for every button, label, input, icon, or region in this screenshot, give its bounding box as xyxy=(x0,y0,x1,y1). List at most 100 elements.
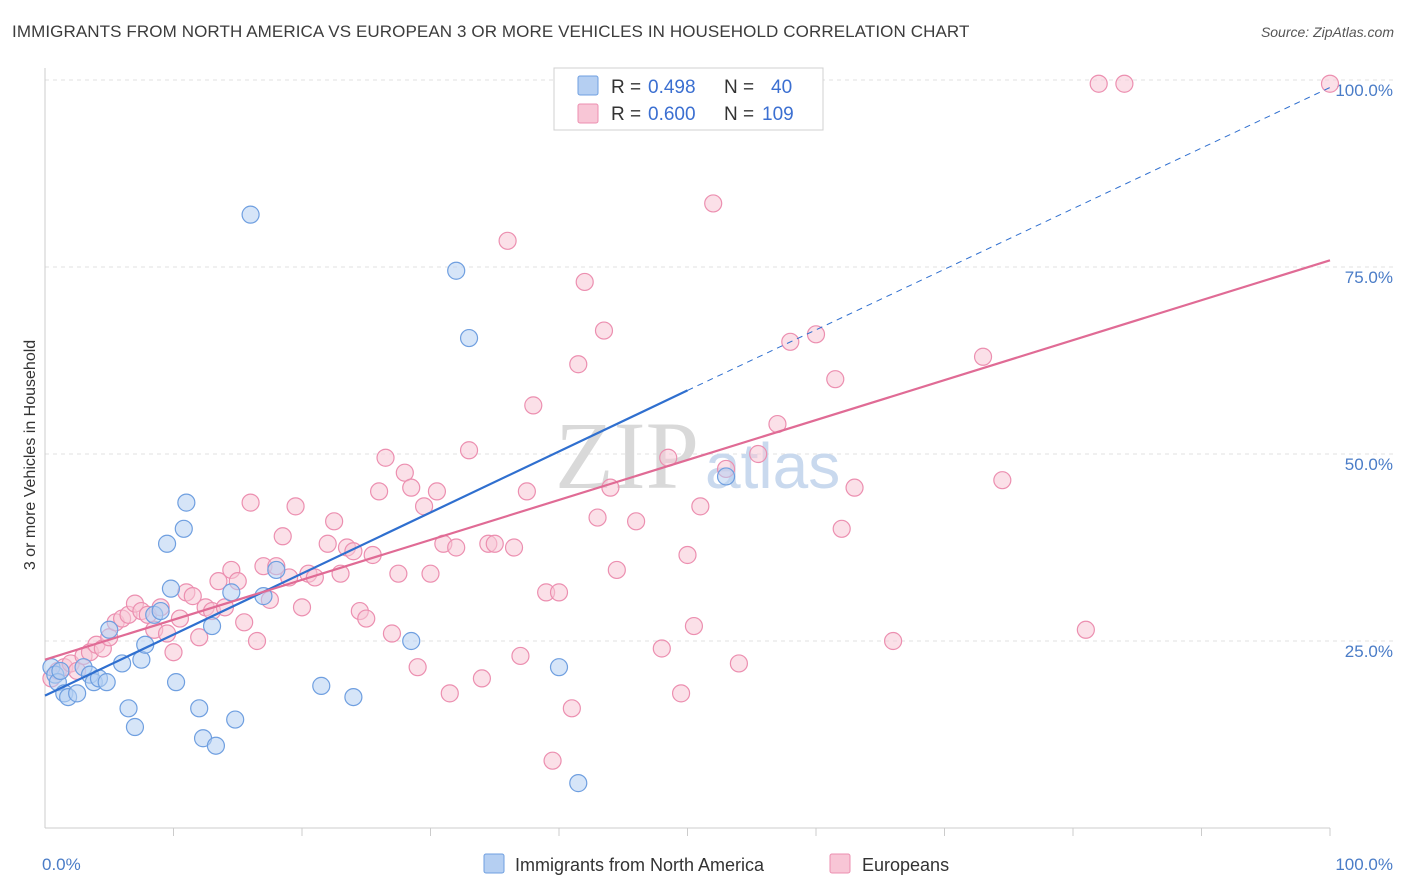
europeans-point-73 xyxy=(543,751,562,770)
series-europeans xyxy=(42,74,1340,770)
europeans-point-96 xyxy=(806,325,826,344)
y-tick-label-3: 100.0% xyxy=(1335,81,1393,100)
europeans-point-101 xyxy=(973,347,993,366)
europeans-point-61 xyxy=(440,684,459,703)
europeans-point-79 xyxy=(588,508,607,527)
europeans-point-77 xyxy=(569,355,588,374)
europeans-point-82 xyxy=(607,560,626,580)
europeans-point-69 xyxy=(511,646,530,666)
north-america-point-12 xyxy=(100,620,119,639)
y-tick-label-0: 25.0% xyxy=(1345,642,1393,661)
north-america-point-30 xyxy=(226,710,245,729)
europeans-point-58 xyxy=(421,564,440,583)
europeans-point-71 xyxy=(524,396,543,415)
legend-n-label-2: N = xyxy=(724,104,754,125)
europeans-point-99 xyxy=(845,478,864,497)
legend-r-value-2: 0.600 xyxy=(648,104,696,125)
legend-n-value-2: 109 xyxy=(762,104,794,125)
europeans-point-23 xyxy=(190,628,209,647)
north-america-point-3 xyxy=(51,661,70,681)
north-america-point-24 xyxy=(177,493,196,512)
europeans-point-70 xyxy=(517,482,536,501)
north-america-point-41 xyxy=(716,467,736,486)
europeans-point-22 xyxy=(183,587,202,606)
europeans-point-92 xyxy=(729,654,749,673)
europeans-point-86 xyxy=(671,684,691,703)
europeans-point-78 xyxy=(575,272,594,292)
europeans-point-56 xyxy=(408,658,427,677)
legend-r-label-2: R = xyxy=(611,104,641,125)
europeans-point-43 xyxy=(325,512,344,531)
north-america-point-22 xyxy=(166,673,186,692)
trendline-europeans xyxy=(44,259,1331,661)
europeans-point-26 xyxy=(209,572,228,591)
europeans-point-32 xyxy=(247,631,267,651)
europeans-point-104 xyxy=(1089,74,1108,93)
y-tick-label-2: 75.0% xyxy=(1345,268,1393,287)
europeans-point-106 xyxy=(1320,74,1340,93)
y-axis-title: 3 or more Vehicles in Household xyxy=(22,340,39,570)
trendline-north-america xyxy=(44,389,688,697)
bottom-legend-swatch-north-america xyxy=(483,853,505,874)
north-america-point-19 xyxy=(151,601,170,621)
x-tick-label-max: 100.0% xyxy=(1335,855,1393,874)
europeans-point-38 xyxy=(286,497,305,516)
chart-title: IMMIGRANTS FROM NORTH AMERICA VS EUROPEA… xyxy=(12,22,970,41)
north-america-point-14 xyxy=(119,699,138,718)
europeans-point-39 xyxy=(292,598,312,617)
bottom-legend-label-europeans: Europeans xyxy=(862,855,949,875)
north-america-point-23 xyxy=(174,519,193,538)
north-america-point-6 xyxy=(68,684,87,703)
europeans-point-80 xyxy=(594,321,614,340)
europeans-point-63 xyxy=(459,441,479,460)
y-tick-label-1: 50.0% xyxy=(1345,455,1393,474)
europeans-point-55 xyxy=(402,478,421,497)
north-america-point-29 xyxy=(222,583,241,602)
legend-r-value-1: 0.498 xyxy=(648,77,696,98)
trendlines xyxy=(44,87,1331,697)
trendline-extension-north-america xyxy=(687,87,1331,391)
europeans-point-89 xyxy=(691,497,710,516)
north-america-point-35 xyxy=(344,687,363,707)
x-tick-label-min: 0.0% xyxy=(42,855,81,874)
europeans-point-97 xyxy=(826,370,845,389)
legend-r-label-1: R = xyxy=(611,77,641,98)
gridlines xyxy=(45,79,1395,642)
europeans-point-51 xyxy=(376,448,395,467)
north-america-point-40 xyxy=(569,774,588,793)
north-america-point-31 xyxy=(241,205,260,224)
europeans-point-64 xyxy=(472,669,491,688)
north-america-point-27 xyxy=(202,616,222,636)
europeans-point-50 xyxy=(370,482,389,501)
europeans-point-90 xyxy=(704,194,723,213)
europeans-point-19 xyxy=(164,643,183,662)
north-america-point-34 xyxy=(312,676,331,695)
europeans-point-36 xyxy=(273,527,292,546)
europeans-point-103 xyxy=(1076,620,1095,639)
europeans-point-66 xyxy=(485,534,504,553)
europeans-point-102 xyxy=(993,471,1012,490)
north-america-point-13 xyxy=(112,654,132,673)
north-america-point-36 xyxy=(402,631,421,651)
europeans-point-105 xyxy=(1115,74,1134,93)
europeans-point-68 xyxy=(504,538,524,557)
north-america-point-38 xyxy=(459,328,479,348)
europeans-point-48 xyxy=(357,609,376,628)
legend-box: R = 0.498 N = 40 R = 0.600 N = 109 xyxy=(553,67,824,131)
europeans-point-74 xyxy=(549,583,569,602)
europeans-point-100 xyxy=(883,631,903,651)
x-ticks xyxy=(173,828,1331,836)
north-america-point-39 xyxy=(549,658,569,677)
watermark: ZIP atlas xyxy=(555,402,840,509)
north-america-point-28 xyxy=(206,736,226,755)
europeans-point-87 xyxy=(678,545,697,565)
europeans-point-76 xyxy=(562,699,581,718)
legend-n-label-1: N = xyxy=(724,77,754,98)
europeans-point-98 xyxy=(832,519,851,538)
europeans-point-93 xyxy=(749,444,768,464)
legend-n-value-1: 40 xyxy=(771,77,792,98)
europeans-point-62 xyxy=(447,538,466,557)
europeans-point-67 xyxy=(498,231,517,250)
legend-frame xyxy=(553,67,824,131)
